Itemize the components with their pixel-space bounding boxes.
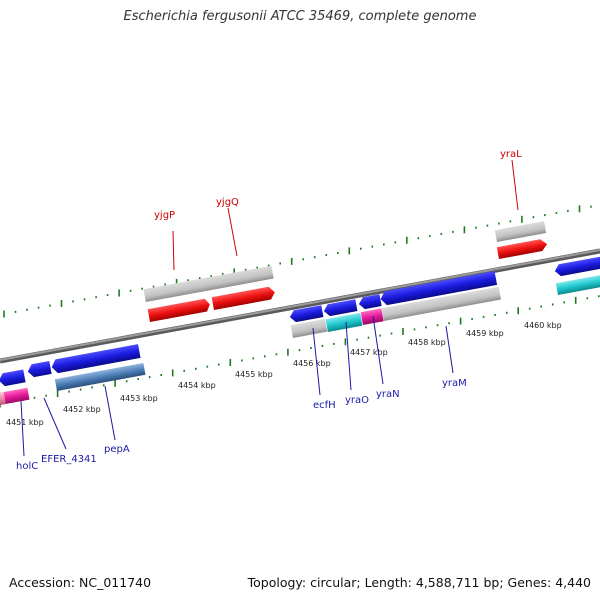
leader-line <box>172 230 175 271</box>
feature-bar-pepA[interactable] <box>54 362 146 391</box>
gene-label-EFER_4341[interactable]: EFER_4341 <box>41 454 97 465</box>
feature-bar-ecfH[interactable] <box>290 318 328 338</box>
scale-label: 4451 kbp <box>6 418 44 427</box>
genome-title: Escherichia fergusonii ATCC 35469, compl… <box>123 9 477 24</box>
scale-label: 4458 kbp <box>408 338 446 347</box>
feature-bar-yraL[interactable] <box>494 221 547 242</box>
forward-features <box>143 221 548 322</box>
accession-text: Accession: NC_011740 <box>9 575 152 590</box>
gene-arrow-yjgP[interactable] <box>147 298 211 322</box>
forward-tick-row <box>3 205 592 318</box>
scale-labels: 4451 kbp 4452 kbp 4453 kbp 4454 kbp 4455… <box>6 321 562 427</box>
leader-line <box>227 207 238 257</box>
gene-arrow-yraO[interactable] <box>323 299 358 317</box>
forward-gene-labels: yjgP yjgQ yraL <box>154 149 522 271</box>
gene-label-yraM[interactable]: yraM <box>442 378 467 389</box>
leader-line <box>312 327 321 396</box>
gene-arrow-yjgQ[interactable] <box>211 286 276 310</box>
scale-label: 4457 kbp <box>350 348 388 357</box>
gene-label-pepA[interactable]: pepA <box>104 444 130 455</box>
feature-bar-holC[interactable] <box>0 387 30 405</box>
feature-bar-yraO[interactable] <box>325 312 363 332</box>
gene-label-yjgP[interactable]: yjgP <box>154 210 175 221</box>
scale-label: 4455 kbp <box>235 370 273 379</box>
reverse-gene-labels: holC EFER_4341 pepA ecfH yraO yraN yraM <box>16 315 467 472</box>
leader-line <box>104 385 116 441</box>
genome-backbone <box>0 248 600 364</box>
gene-label-holC[interactable]: holC <box>16 461 38 472</box>
feature-bar-right-edge[interactable] <box>555 272 600 295</box>
leader-line <box>345 321 352 391</box>
feature-bar-yjgP-yjgQ[interactable] <box>143 265 274 303</box>
scale-label: 4459 kbp <box>466 329 504 338</box>
leader-line <box>511 159 519 211</box>
reverse-features <box>0 254 600 405</box>
feature-bar-yraN[interactable] <box>360 308 384 325</box>
gene-label-yraN[interactable]: yraN <box>376 389 400 400</box>
scale-label: 4454 kbp <box>178 381 216 390</box>
gene-label-yjgQ[interactable]: yjgQ <box>216 197 239 208</box>
genome-summary-text: Topology: circular; Length: 4,588,711 bp… <box>247 575 591 590</box>
gene-arrow-pepA[interactable] <box>50 344 141 374</box>
leader-line <box>372 315 384 385</box>
gene-label-yraL[interactable]: yraL <box>500 149 522 160</box>
scale-label: 4452 kbp <box>63 405 101 414</box>
gene-arrow-yraL[interactable] <box>496 238 548 259</box>
leader-line <box>445 325 454 374</box>
scale-label: 4453 kbp <box>120 394 158 403</box>
reverse-tick-row <box>0 295 600 408</box>
scale-label: 4456 kbp <box>293 359 331 368</box>
scale-label: 4460 kbp <box>524 321 562 330</box>
gene-arrow-ecfH[interactable] <box>289 305 324 323</box>
gene-arrow-yraN[interactable] <box>358 294 382 310</box>
gene-label-ecfH[interactable]: ecfH <box>313 400 336 411</box>
gene-arrow-yraM[interactable] <box>379 271 498 306</box>
feature-bar-pink[interactable] <box>0 392 6 405</box>
gene-arrow-holC[interactable] <box>0 369 26 387</box>
leader-line <box>43 397 67 450</box>
gene-label-yraO[interactable]: yraO <box>345 395 369 406</box>
leader-line <box>20 400 25 457</box>
gene-arrow-EFER_4341[interactable] <box>27 361 52 378</box>
feature-bar-yraM[interactable] <box>381 286 502 321</box>
